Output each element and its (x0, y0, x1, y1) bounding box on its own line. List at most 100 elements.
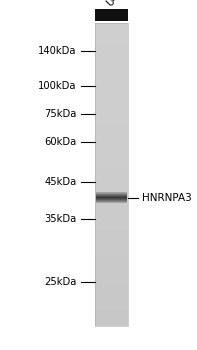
Text: 140kDa: 140kDa (38, 46, 77, 56)
Bar (95, 322, 128, 326)
Bar (95, 141, 128, 144)
Bar (95, 252, 128, 255)
Bar (95, 191, 128, 194)
Bar (95, 68, 128, 71)
Bar (95, 45, 128, 48)
Bar (95, 241, 128, 245)
Bar (95, 171, 128, 174)
Bar (96, 198, 127, 199)
Bar (95, 57, 128, 61)
Bar (95, 249, 128, 252)
Bar (95, 118, 128, 121)
Bar (95, 194, 128, 197)
Bar (95, 135, 128, 139)
Bar (96, 197, 127, 198)
Bar (95, 300, 128, 303)
Bar (95, 239, 128, 242)
Bar (95, 151, 128, 154)
Text: 25kDa: 25kDa (45, 277, 77, 287)
Bar (95, 62, 128, 66)
Bar (95, 146, 128, 149)
Bar (95, 143, 128, 146)
Text: 45kDa: 45kDa (45, 177, 77, 187)
Bar (95, 312, 128, 315)
Bar (95, 259, 128, 262)
Bar (95, 221, 128, 225)
Bar (95, 138, 128, 141)
Text: 75kDa: 75kDa (45, 109, 77, 119)
Bar (95, 295, 128, 298)
Bar (95, 90, 128, 93)
Bar (95, 178, 128, 182)
Bar (95, 133, 128, 136)
Bar (95, 279, 128, 282)
Bar (95, 156, 128, 159)
Bar (96, 201, 127, 202)
Bar (95, 287, 128, 290)
Text: U-251MG: U-251MG (104, 0, 145, 9)
Bar (95, 269, 128, 273)
Bar (95, 70, 128, 73)
Bar (95, 272, 128, 275)
Bar (96, 201, 127, 202)
Bar (95, 168, 128, 172)
Bar (95, 100, 128, 104)
Bar (95, 174, 128, 177)
Bar (95, 116, 128, 119)
Bar (96, 197, 127, 198)
Bar (95, 166, 128, 169)
Bar (95, 285, 128, 288)
Bar (95, 123, 128, 126)
Bar (95, 78, 128, 81)
Bar (95, 47, 128, 50)
Bar (95, 98, 128, 101)
Bar (95, 204, 128, 207)
Bar (95, 128, 128, 131)
Bar (95, 37, 128, 40)
Bar (96, 193, 127, 194)
Bar (95, 110, 128, 113)
Bar (95, 234, 128, 237)
Bar (95, 83, 128, 86)
Bar (95, 267, 128, 270)
Bar (95, 163, 128, 167)
Bar (95, 21, 128, 23)
Bar (95, 237, 128, 240)
Bar (96, 196, 127, 197)
Bar (95, 307, 128, 310)
Bar (96, 195, 127, 196)
Bar (95, 219, 128, 222)
Bar (95, 50, 128, 53)
Bar (95, 181, 128, 184)
Bar (95, 244, 128, 247)
Bar (95, 201, 128, 204)
Bar (95, 161, 128, 164)
Bar (95, 103, 128, 106)
Bar (95, 40, 128, 43)
Text: 35kDa: 35kDa (45, 214, 77, 224)
Bar (95, 277, 128, 280)
Text: 60kDa: 60kDa (45, 137, 77, 147)
Bar (95, 23, 128, 326)
Bar (95, 65, 128, 68)
Bar (96, 195, 127, 196)
Bar (96, 202, 127, 203)
Bar (95, 25, 128, 28)
Bar (95, 302, 128, 305)
Bar (95, 320, 128, 323)
Text: HNRNPA3: HNRNPA3 (142, 193, 192, 203)
Bar (95, 199, 128, 202)
Bar (95, 105, 128, 108)
Bar (95, 297, 128, 300)
Bar (95, 95, 128, 98)
Bar (95, 72, 128, 76)
Bar (95, 42, 128, 46)
Bar (95, 113, 128, 116)
Bar (95, 85, 128, 88)
Bar (95, 254, 128, 257)
Bar (95, 176, 128, 179)
Bar (96, 192, 127, 193)
Bar (95, 148, 128, 152)
Bar (95, 93, 128, 96)
Bar (96, 199, 127, 200)
